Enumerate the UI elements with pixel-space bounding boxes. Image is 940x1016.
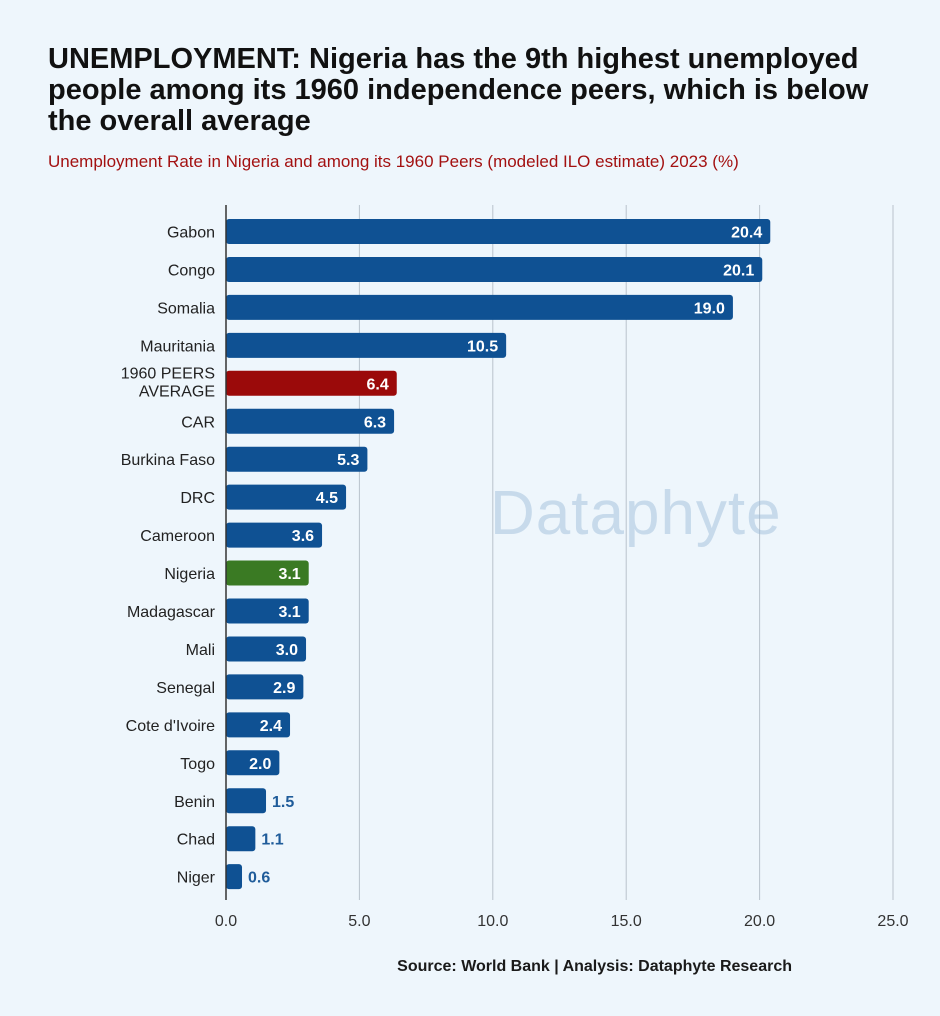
x-tick-label: 15.0 — [611, 913, 642, 930]
bar — [226, 674, 304, 700]
bar — [226, 408, 395, 434]
bar — [226, 219, 771, 244]
category-label: Senegal — [156, 680, 215, 697]
bar-value-label: 20.4 — [731, 225, 762, 242]
bar-value-label: 6.4 — [367, 376, 389, 393]
category-label: Mali — [186, 642, 215, 659]
category-label: Togo — [180, 756, 215, 773]
category-label: CAR — [181, 414, 215, 431]
bar-value-label: 5.3 — [337, 452, 359, 469]
category-label: Niger — [177, 870, 216, 887]
bar — [226, 446, 368, 472]
category-label: 1960 PEERS AVERAGE — [121, 365, 215, 400]
bar — [226, 864, 243, 890]
category-label: Gabon — [167, 225, 215, 242]
bar — [226, 484, 347, 510]
x-tick-labels: 0.0 5.0 10.0 15.0 20.0 25.0 — [215, 913, 909, 930]
bars: 20.4 20.1 19.0 10.5 6.4 6.3 5.3 4.5 3.6 3.1 3.1 3.0… — [226, 219, 771, 890]
bar-value-label: 4.5 — [316, 490, 338, 507]
category-label: Congo — [168, 262, 215, 279]
gridlines — [358, 205, 894, 900]
source-note: Source: World Bank | Analysis: Dataphyte… — [397, 958, 792, 975]
x-tick-label: 25.0 — [877, 913, 908, 930]
bar — [226, 522, 323, 548]
category-label: Cameroon — [140, 528, 215, 545]
bar — [226, 370, 397, 396]
bar — [226, 560, 309, 586]
bar — [226, 636, 307, 662]
bar-value-label: 3.1 — [278, 566, 300, 583]
bar-value-label: 3.6 — [292, 528, 314, 545]
bar-value-label: 2.9 — [273, 680, 295, 697]
bar — [226, 332, 507, 358]
category-label: Burkina Faso — [121, 452, 215, 469]
bar — [226, 788, 267, 814]
category-label: Mauritania — [140, 338, 215, 355]
x-tick-label: 0.0 — [215, 913, 237, 930]
bar-value-label: 0.6 — [248, 870, 270, 887]
chart-subtitle: Unemployment Rate in Nigeria and among i… — [48, 152, 739, 171]
chart-title: UNEMPLOYMENT: Nigeria has the 9th highes… — [48, 43, 869, 137]
bar-value-label: 20.1 — [723, 262, 754, 279]
category-label: Benin — [174, 794, 215, 811]
x-tick-label: 5.0 — [348, 913, 370, 930]
bar-value-label: 10.5 — [467, 338, 498, 355]
bar-value-label: 19.0 — [694, 300, 725, 317]
bar — [226, 826, 256, 852]
bar-value-label: 6.3 — [364, 414, 386, 431]
bar-value-label: 2.0 — [249, 756, 271, 773]
watermark-logo: Dataphyte — [490, 479, 782, 548]
category-label: Cote d'Ivoire — [126, 718, 215, 735]
bar-value-label: 3.1 — [278, 604, 300, 621]
category-label: Chad — [177, 832, 215, 849]
category-label: Madagascar — [127, 604, 216, 621]
category-label: DRC — [180, 490, 215, 507]
bar — [226, 256, 763, 282]
bar-value-label: 2.4 — [260, 718, 282, 735]
bar — [226, 750, 280, 776]
x-tick-label: 20.0 — [744, 913, 775, 930]
bar-value-label: 1.5 — [272, 794, 294, 811]
x-tick-label: 10.0 — [477, 913, 508, 930]
bar-value-label: 1.1 — [261, 832, 283, 849]
bar-value-label: 3.0 — [276, 642, 298, 659]
bar — [226, 712, 291, 738]
bar — [226, 294, 733, 320]
category-labels: Gabon Congo Somalia Mauritania 1960 PEERS AVE… — [121, 225, 216, 887]
category-label: Nigeria — [164, 566, 215, 583]
category-label: Somalia — [157, 300, 215, 317]
bar — [226, 598, 309, 624]
